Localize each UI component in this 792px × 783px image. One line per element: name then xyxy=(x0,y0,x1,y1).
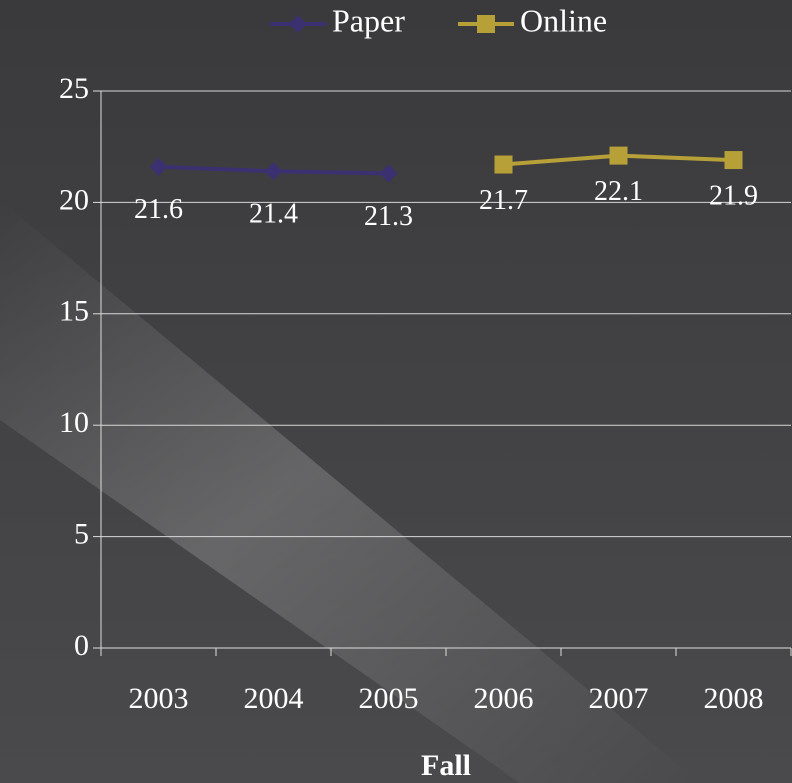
x-tick-label: 2007 xyxy=(589,682,649,715)
y-tick-label: 10 xyxy=(59,406,89,439)
background-streak xyxy=(0,200,700,783)
marker xyxy=(149,157,168,176)
marker xyxy=(264,162,283,181)
y-tick-label: 5 xyxy=(74,517,89,550)
y-tick-label: 15 xyxy=(59,295,89,328)
x-axis-title: Fall xyxy=(421,749,471,782)
x-tick-label: 2008 xyxy=(704,682,764,715)
data-label: 21.6 xyxy=(134,194,183,225)
data-label: 21.4 xyxy=(249,199,298,230)
x-tick-label: 2003 xyxy=(129,682,189,715)
marker xyxy=(477,15,495,33)
legend-label: Paper xyxy=(332,2,405,38)
marker xyxy=(379,164,398,183)
x-tick-label: 2006 xyxy=(474,682,534,715)
y-tick-label: 20 xyxy=(59,183,89,216)
x-tick-label: 2005 xyxy=(359,682,419,715)
data-label: 21.9 xyxy=(709,180,758,211)
data-label: 22.1 xyxy=(594,176,643,207)
legend-label: Online xyxy=(520,2,607,38)
y-tick-label: 0 xyxy=(74,629,89,662)
data-label: 21.7 xyxy=(479,185,528,216)
y-tick-label: 25 xyxy=(59,72,89,105)
marker xyxy=(609,146,628,165)
marker xyxy=(289,15,307,33)
marker xyxy=(494,155,513,174)
data-label: 21.3 xyxy=(364,201,413,232)
x-tick-label: 2004 xyxy=(244,682,304,715)
marker xyxy=(724,151,743,170)
